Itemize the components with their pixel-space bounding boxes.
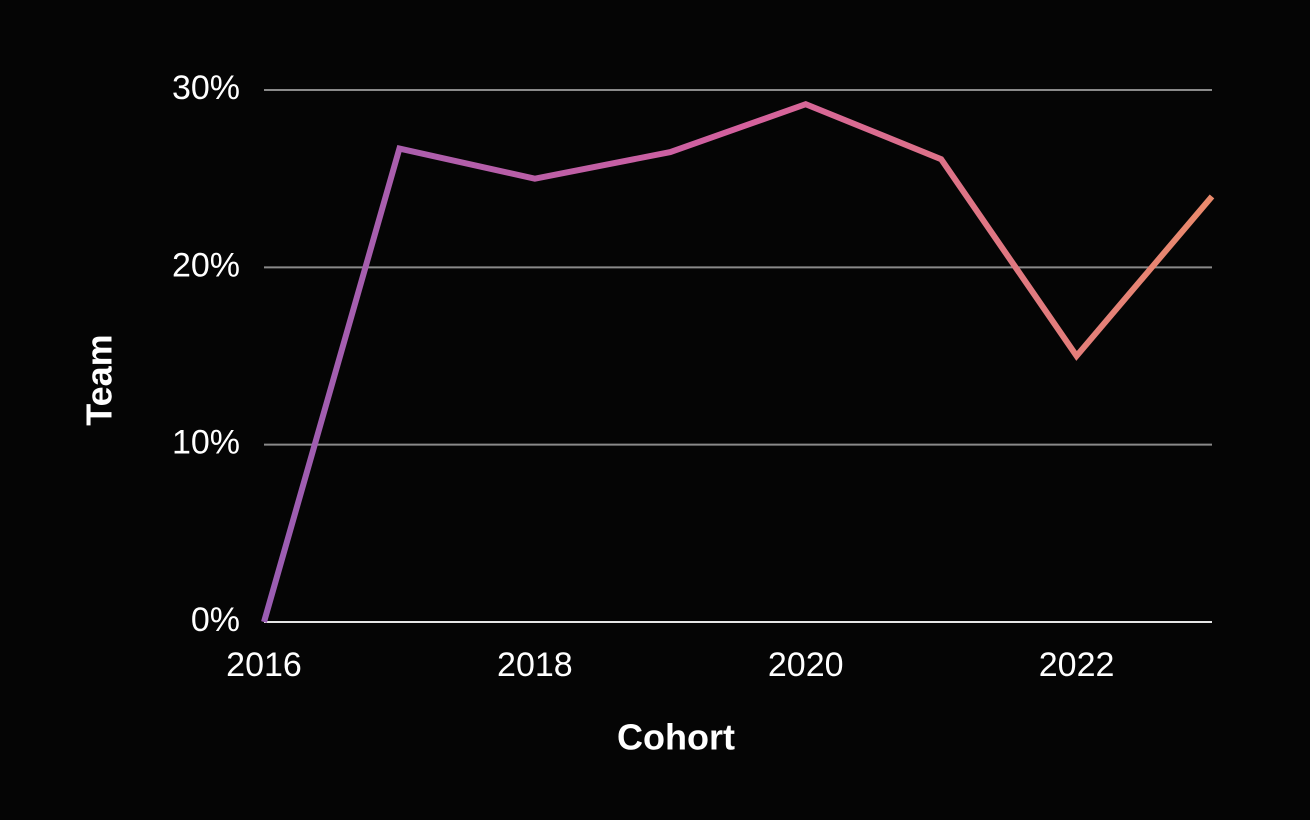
x-tick-label: 2018 (497, 646, 573, 684)
y-tick-label: 0% (191, 601, 240, 639)
x-tick-label: 2020 (768, 646, 844, 684)
y-tick-label: 20% (172, 246, 240, 284)
x-tick-label: 2016 (226, 646, 302, 684)
x-axis-title: Cohort (617, 717, 735, 758)
x-tick-label: 2022 (1039, 646, 1115, 684)
y-axis-title: Team (79, 334, 120, 425)
y-tick-label: 10% (172, 424, 240, 462)
data-line (261, 100, 1215, 623)
y-tick-label: 30% (172, 69, 240, 107)
